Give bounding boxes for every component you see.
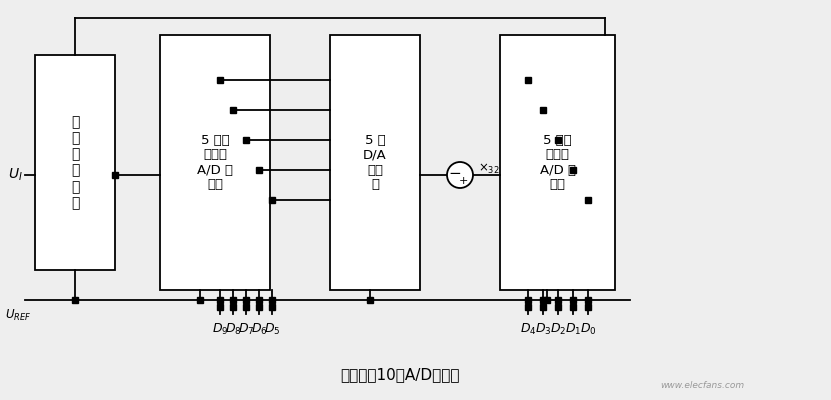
Text: $D_{6}$: $D_{6}$ — [251, 322, 268, 337]
Text: $D_{1}$: $D_{1}$ — [565, 322, 581, 337]
Text: $\times_{32}$: $\times_{32}$ — [478, 162, 499, 176]
Text: $D_{8}$: $D_{8}$ — [224, 322, 241, 337]
Text: $D_{4}$: $D_{4}$ — [519, 322, 536, 337]
Bar — [500, 35, 615, 290]
Text: $D_{0}$: $D_{0}$ — [580, 322, 597, 337]
Text: $D_{5}$: $D_{5}$ — [263, 322, 280, 337]
Text: $U_{REF}$: $U_{REF}$ — [5, 308, 32, 323]
Text: 取
样
保
持
电
路: 取 样 保 持 电 路 — [71, 115, 79, 210]
Text: $D_{2}$: $D_{2}$ — [550, 322, 566, 337]
Text: www.elecfans.com: www.elecfans.com — [660, 381, 744, 390]
Bar — [330, 35, 420, 290]
Text: $U_I$: $U_I$ — [8, 167, 22, 183]
Text: $D_{7}$: $D_{7}$ — [238, 322, 254, 337]
Text: −: − — [449, 166, 461, 182]
Text: $D_{3}$: $D_{3}$ — [535, 322, 551, 337]
Text: $D_{9}$: $D_{9}$ — [212, 322, 229, 337]
Bar — [35, 55, 115, 270]
Text: 5 位并
行比较
A/D 转
换器: 5 位并 行比较 A/D 转 换器 — [197, 134, 233, 192]
Text: 并行转换10位A/D转换器: 并行转换10位A/D转换器 — [340, 368, 460, 382]
Text: 5 位并
行比较
A/D 转
换器: 5 位并 行比较 A/D 转 换器 — [539, 134, 576, 192]
Bar — [160, 35, 270, 290]
Text: +: + — [459, 176, 468, 186]
Text: 5 位
D/A
转换
器: 5 位 D/A 转换 器 — [363, 134, 387, 192]
Circle shape — [447, 162, 473, 188]
